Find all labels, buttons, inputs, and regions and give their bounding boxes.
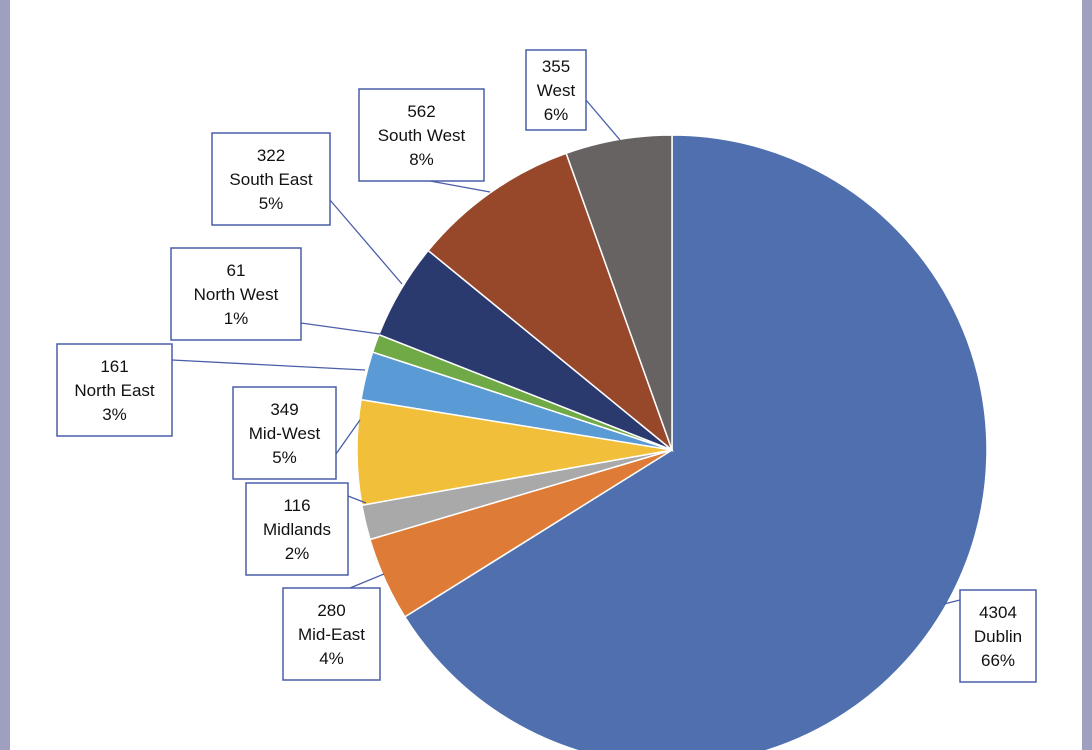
- category-label-mid-west: Mid-West: [249, 424, 321, 443]
- callout-west: 355 West 6%: [525, 49, 621, 141]
- value-label-mid-east: 280: [317, 601, 345, 620]
- callout-box-north-east: [56, 343, 173, 437]
- value-label-south-west: 562: [407, 102, 435, 121]
- percent-label-south-east: 5%: [259, 194, 284, 213]
- category-label-south-east: South East: [229, 170, 312, 189]
- category-label-dublin: Dublin: [974, 627, 1022, 646]
- value-label-west: 355: [542, 57, 570, 76]
- percent-label-mid-west: 5%: [272, 448, 297, 467]
- percent-label-midlands: 2%: [285, 544, 310, 563]
- callout-box-dublin: [959, 589, 1037, 683]
- callout-box-mid-east: [282, 587, 381, 681]
- leader-line-mid-west: [335, 419, 361, 455]
- callout-box-mid-west: [232, 386, 337, 480]
- percent-label-mid-east: 4%: [319, 649, 344, 668]
- value-label-north-west: 61: [227, 261, 246, 280]
- callout-box-south-west: [358, 88, 485, 182]
- percent-label-north-west: 1%: [224, 309, 249, 328]
- percent-label-dublin: 66%: [981, 651, 1015, 670]
- leader-line-south-east: [329, 199, 403, 285]
- leader-line-west: [585, 99, 621, 141]
- category-label-west: West: [537, 81, 576, 100]
- callout-box-midlands: [245, 482, 349, 576]
- category-label-mid-east: Mid-East: [298, 625, 365, 644]
- leader-line-mid-east: [349, 573, 385, 589]
- callout-north-east: 161 North East 3%: [56, 343, 366, 437]
- frame-right-border: [1082, 0, 1092, 750]
- category-label-midlands: Midlands: [263, 520, 331, 539]
- leader-line-midlands: [347, 495, 367, 504]
- percent-label-north-east: 3%: [102, 405, 127, 424]
- category-label-north-west: North West: [194, 285, 279, 304]
- callout-north-west: 61 North West 1%: [170, 247, 381, 341]
- callout-box-south-east: [211, 132, 331, 226]
- callout-dublin: 4304 Dublin 66%: [943, 589, 1037, 683]
- pie-slice-west: [565, 134, 673, 451]
- callout-south-east: 322 South East 5%: [211, 132, 403, 285]
- percent-label-west: 6%: [544, 105, 569, 124]
- leader-line-north-west: [300, 322, 381, 335]
- pie-callouts: 4304 Dublin 66% 280 Mid-East 4% 116 Midlands 2% 3…: [56, 49, 1037, 683]
- callout-mid-west: 349 Mid-West 5%: [232, 386, 361, 480]
- percent-label-south-west: 8%: [409, 150, 434, 169]
- category-label-south-west: South West: [378, 126, 466, 145]
- callout-midlands: 116 Midlands 2%: [245, 482, 367, 576]
- frame-left-border: [0, 0, 10, 750]
- value-label-north-east: 161: [100, 357, 128, 376]
- pie-slice-south-west: [427, 152, 674, 453]
- pie-slices: [356, 134, 988, 750]
- value-label-midlands: 116: [283, 496, 310, 515]
- callout-mid-east: 280 Mid-East 4%: [282, 573, 385, 681]
- category-label-north-east: North East: [74, 381, 155, 400]
- callout-box-west: [525, 49, 587, 131]
- callout-south-west: 562 South West 8%: [358, 88, 491, 193]
- leader-line-dublin: [943, 599, 961, 605]
- value-label-south-east: 322: [257, 146, 285, 165]
- value-label-dublin: 4304: [979, 603, 1017, 622]
- leader-line-south-west: [429, 180, 491, 193]
- callout-box-north-west: [170, 247, 302, 341]
- leader-line-north-east: [171, 359, 366, 371]
- value-label-mid-west: 349: [270, 400, 298, 419]
